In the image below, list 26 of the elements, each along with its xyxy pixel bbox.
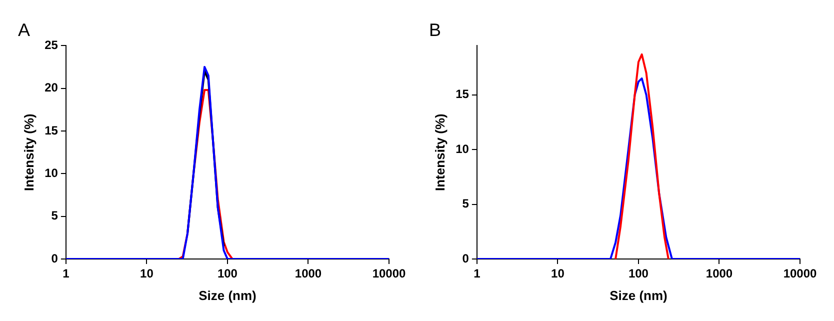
- y-tick-label: 15: [456, 87, 470, 102]
- y-axis-title: Intensity (%): [21, 114, 36, 191]
- y-tick-label: 5: [462, 196, 470, 211]
- y-tick-label: 10: [44, 166, 58, 180]
- y-axis-title: Intensity (%): [432, 114, 448, 191]
- x-tick-label: 10: [551, 266, 565, 281]
- y-tick-label: 20: [44, 80, 58, 95]
- x-tick-label: 10: [140, 266, 154, 281]
- x-tick-label: 1000: [294, 266, 322, 281]
- y-tick-label: 0: [462, 251, 470, 266]
- chart-title: A: [18, 20, 30, 40]
- x-tick-label: 10000: [372, 266, 406, 281]
- x-tick-label: 1: [62, 266, 70, 281]
- chart-title: B: [429, 20, 442, 40]
- x-tick-label: 1: [474, 266, 481, 281]
- y-tick-label: 25: [44, 38, 58, 52]
- y-tick-label: 5: [51, 208, 58, 223]
- y-tick-label: 0: [51, 251, 58, 266]
- x-tick-label: 100: [628, 266, 649, 281]
- x-tick-label: 10000: [783, 266, 818, 281]
- x-tick-label: 1000: [706, 266, 733, 281]
- x-tick-label: 100: [217, 266, 238, 281]
- x-axis-title: Size (nm): [198, 288, 256, 303]
- y-tick-label: 15: [44, 123, 58, 138]
- y-tick-label: 10: [456, 142, 470, 156]
- x-axis-title: Size (nm): [610, 288, 668, 303]
